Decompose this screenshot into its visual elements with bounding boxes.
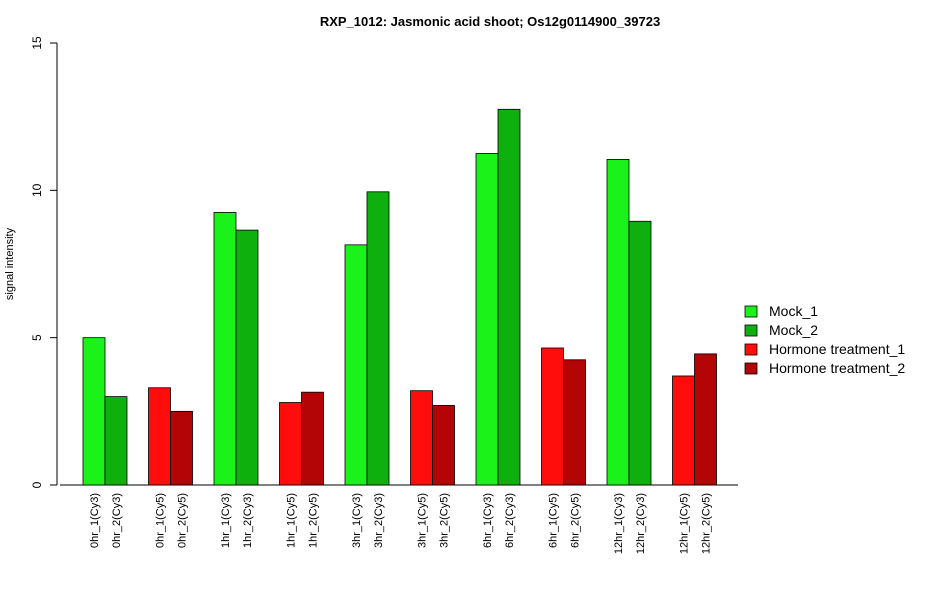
x-tick-labels: 0hr_1(Cy3) 0hr_2(Cy3) 0hr_1(Cy5) 0hr_2(Cy5)… <box>89 493 713 554</box>
chart-title: RXP_1012: Jasmonic acid shoot; Os12g0114… <box>320 14 660 29</box>
bar <box>672 375 695 486</box>
x-tick-label: 12hr_2(Cy3) <box>635 493 647 554</box>
legend-swatch <box>744 343 758 356</box>
x-tick-label: 1hr_1(Cy5) <box>286 493 298 548</box>
y-axis-label: signal intensity <box>4 227 16 300</box>
x-tick-label: 12hr_1(Cy5) <box>679 493 691 554</box>
x-tick-label: 6hr_2(Cy3) <box>504 493 516 548</box>
x-tick-label: 6hr_1(Cy3) <box>482 493 494 548</box>
bar <box>628 220 652 486</box>
x-tick-label: 3hr_1(Cy3) <box>351 493 363 548</box>
x-tick-label: 0hr_2(Cy5) <box>177 493 189 548</box>
bar <box>432 405 455 486</box>
legend-label: Mock_2 <box>769 322 818 338</box>
y-tick-label: 10 <box>30 183 44 197</box>
bar <box>344 244 368 486</box>
bar <box>148 387 171 486</box>
bar <box>694 353 717 486</box>
bar <box>606 158 630 486</box>
x-tick-label: 6hr_2(Cy5) <box>570 493 582 548</box>
x-tick-label: 1hr_2(Cy3) <box>242 493 254 548</box>
x-tick-label: 0hr_1(Cy5) <box>155 493 167 548</box>
legend: Mock_1 Mock_2 Hormone treatment_1 Hormone t… <box>744 303 905 376</box>
bar <box>235 229 259 486</box>
y-tick-label: 0 <box>30 481 44 488</box>
bar <box>497 108 521 486</box>
x-tick-label: 3hr_1(Cy5) <box>417 493 429 548</box>
y-tick-label: 5 <box>30 334 44 341</box>
bar <box>563 359 586 486</box>
x-tick-label: 6hr_1(Cy5) <box>548 493 560 548</box>
bar <box>213 212 237 486</box>
x-tick-label: 0hr_1(Cy3) <box>89 493 101 548</box>
bar <box>541 347 564 486</box>
x-tick-label: 3hr_2(Cy5) <box>439 493 451 548</box>
x-tick-label: 1hr_2(Cy5) <box>308 493 320 548</box>
bar <box>366 191 390 486</box>
bar <box>104 396 128 486</box>
x-tick-label: 12hr_2(Cy5) <box>701 493 713 554</box>
x-tick-label: 12hr_1(Cy3) <box>613 493 625 554</box>
legend-label: Hormone treatment_2 <box>769 360 905 376</box>
legend-swatch <box>744 362 758 375</box>
x-tick-label: 1hr_1(Cy3) <box>220 493 232 548</box>
bar <box>475 153 499 486</box>
bars <box>82 108 717 486</box>
x-tick-label: 0hr_2(Cy3) <box>111 493 123 548</box>
legend-swatch <box>744 305 758 318</box>
bar <box>170 410 193 486</box>
legend-label: Hormone treatment_1 <box>769 341 905 357</box>
bar <box>82 337 106 486</box>
bar <box>301 391 324 486</box>
legend-swatch <box>744 324 758 337</box>
x-tick-label: 3hr_2(Cy3) <box>373 493 385 548</box>
y-tick-label: 15 <box>30 36 44 50</box>
y-axis: 0 5 10 15 <box>30 36 58 488</box>
legend-label: Mock_1 <box>769 303 818 319</box>
bar <box>410 390 433 486</box>
bar <box>279 402 302 486</box>
